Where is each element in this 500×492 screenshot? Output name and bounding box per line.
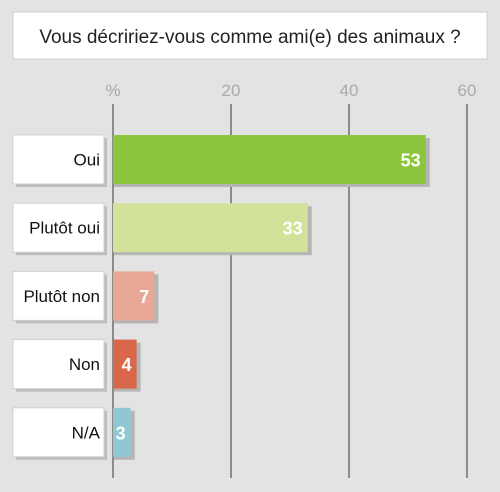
bars: 53 33 7 4 3 xyxy=(113,135,430,460)
chart-title: Vous décririez-vous comme ami(e) des ani… xyxy=(39,27,460,48)
tick-label: 40 xyxy=(340,81,359,100)
category-label: Plutôt non xyxy=(23,287,100,306)
category-label-box xyxy=(12,202,105,253)
category-labels: Oui Plutôt oui Plutôt non Non N/A xyxy=(12,134,107,460)
data-label: 53 xyxy=(401,151,421,171)
bar xyxy=(113,271,155,321)
axis-unit-label: % xyxy=(105,81,120,100)
category-label-box xyxy=(12,134,105,185)
title-panel xyxy=(12,11,488,60)
category-label-box xyxy=(12,339,105,390)
data-label: 33 xyxy=(283,219,303,239)
tick-labels: 20 40 60 xyxy=(222,81,477,100)
data-label: 7 xyxy=(139,287,149,307)
data-label: 3 xyxy=(116,423,126,443)
bar xyxy=(113,135,426,184)
category-label: N/A xyxy=(72,423,101,442)
bar xyxy=(113,407,131,457)
category-label: Plutôt oui xyxy=(29,219,100,238)
bar xyxy=(113,339,137,389)
category-label: Non xyxy=(69,355,100,374)
category-label-box xyxy=(12,270,105,321)
tick-label: 60 xyxy=(458,81,477,100)
title-box: Vous décririez-vous comme ami(e) des ani… xyxy=(12,11,488,60)
category-label-box xyxy=(12,407,105,458)
data-label: 4 xyxy=(122,355,132,375)
bar xyxy=(113,203,308,253)
category-label: Oui xyxy=(74,151,100,170)
tick-label: 20 xyxy=(222,81,241,100)
